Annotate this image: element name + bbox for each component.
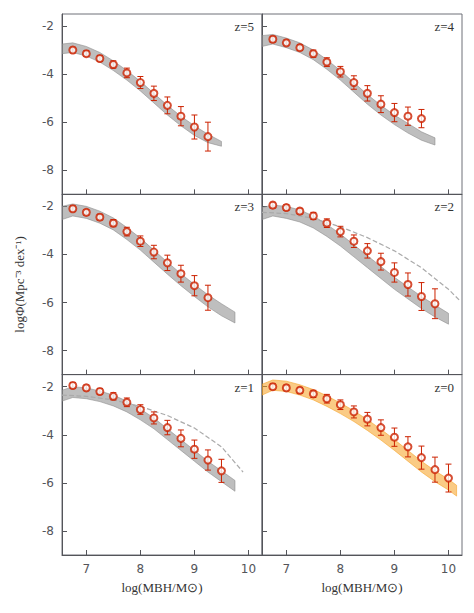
svg-text:z=3: z=3 <box>234 199 254 214</box>
svg-text:-4: -4 <box>42 247 54 261</box>
svg-text:z=4: z=4 <box>434 19 454 34</box>
svg-text:-4: -4 <box>42 428 54 442</box>
svg-text:log(MBH/M⊙): log(MBH/M⊙) <box>121 580 202 595</box>
svg-text:10: 10 <box>441 562 456 576</box>
svg-text:8: 8 <box>137 562 145 576</box>
svg-text:z=2: z=2 <box>434 199 454 214</box>
svg-text:10: 10 <box>241 562 256 576</box>
svg-text:logΦ(Mpc⁻³ dex⁻¹): logΦ(Mpc⁻³ dex⁻¹) <box>12 236 27 332</box>
svg-text:8: 8 <box>337 562 345 576</box>
svg-text:7: 7 <box>83 562 91 576</box>
svg-text:z=1: z=1 <box>234 380 254 395</box>
svg-text:z=5: z=5 <box>234 19 254 34</box>
svg-text:log(MBH/M⊙): log(MBH/M⊙) <box>321 580 402 595</box>
svg-text:-4: -4 <box>42 67 54 81</box>
svg-text:9: 9 <box>391 562 399 576</box>
svg-text:7: 7 <box>283 562 291 576</box>
svg-text:-6: -6 <box>42 476 54 490</box>
svg-text:9: 9 <box>191 562 199 576</box>
svg-text:-2: -2 <box>42 380 54 394</box>
svg-text:-6: -6 <box>42 296 54 310</box>
svg-text:-8: -8 <box>42 524 54 538</box>
svg-text:-8: -8 <box>42 344 54 358</box>
svg-text:-8: -8 <box>42 163 54 177</box>
svg-text:-2: -2 <box>42 19 54 33</box>
svg-text:-6: -6 <box>42 115 54 129</box>
svg-text:-2: -2 <box>42 199 54 213</box>
svg-text:z=0: z=0 <box>434 380 454 395</box>
